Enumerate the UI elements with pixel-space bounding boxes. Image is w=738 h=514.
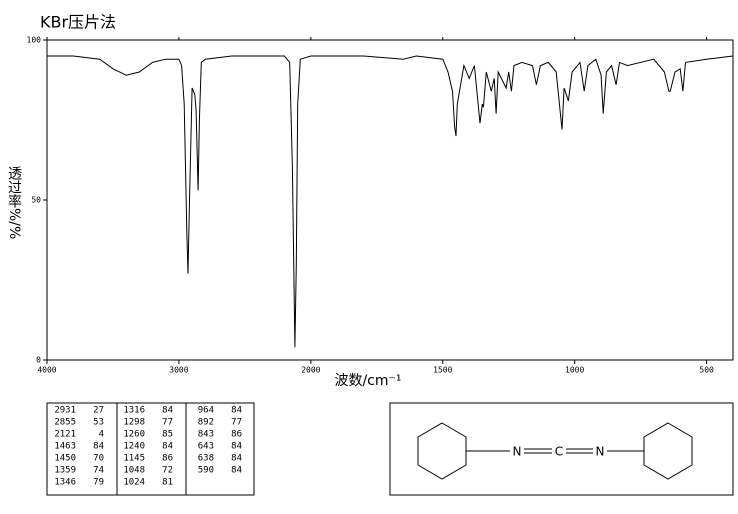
peak-transmittance: 53 — [93, 418, 104, 428]
peak-transmittance: 4 — [99, 430, 104, 440]
peak-wavenumber: 2121 — [54, 430, 76, 440]
peak-wavenumber: 843 — [198, 430, 214, 440]
peak-wavenumber: 1463 — [54, 442, 76, 452]
peak-wavenumber: 590 — [198, 466, 214, 476]
peak-transmittance: 84 — [231, 406, 242, 416]
peak-transmittance: 27 — [93, 406, 104, 416]
x-tick-label: 4000 — [37, 366, 56, 375]
peak-wavenumber: 1316 — [123, 406, 145, 416]
peak-transmittance: 86 — [162, 454, 173, 464]
x-tick-label: 1000 — [565, 366, 584, 375]
structure-frame — [389, 402, 734, 496]
structure-drawing — [417, 422, 693, 480]
plot-frame — [46, 39, 734, 361]
y-tick-label: 50 — [31, 196, 41, 205]
peak-wavenumber: 643 — [198, 442, 214, 452]
peak-wavenumber: 2931 — [54, 406, 76, 416]
peak-wavenumber: 1260 — [123, 430, 145, 440]
atom-label: N — [513, 445, 522, 459]
peak-wavenumber: 2855 — [54, 418, 76, 428]
peak-transmittance: 84 — [231, 466, 242, 476]
peak-transmittance: 79 — [93, 478, 104, 488]
peak-transmittance: 72 — [162, 466, 173, 476]
cyclohexane-ring — [417, 422, 467, 480]
peak-transmittance: 81 — [162, 478, 173, 488]
atom-label: C — [555, 445, 563, 459]
x-tick-label: 500 — [699, 366, 714, 375]
peak-transmittance: 84 — [93, 442, 104, 452]
peak-wavenumber: 1048 — [123, 466, 145, 476]
x-axis-label: 波数/cm⁻¹ — [334, 373, 401, 389]
atom-label: N — [596, 445, 605, 459]
peak-transmittance: 84 — [231, 442, 242, 452]
peak-transmittance: 77 — [231, 418, 242, 428]
peak-transmittance: 85 — [162, 430, 173, 440]
peak-wavenumber: 964 — [198, 406, 214, 416]
y-tick-label: 100 — [27, 36, 42, 45]
peak-transmittance: 84 — [231, 454, 242, 464]
peak-wavenumber: 1359 — [54, 466, 76, 476]
x-tick-label: 2000 — [301, 366, 320, 375]
y-axis-label: 透过率%/% — [6, 166, 22, 239]
peak-transmittance: 84 — [162, 442, 173, 452]
peak-transmittance: 70 — [93, 454, 104, 464]
peak-transmittance: 84 — [162, 406, 173, 416]
spectrum-line — [47, 55, 734, 348]
peak-transmittance: 86 — [231, 430, 242, 440]
peak-wavenumber: 892 — [198, 418, 214, 428]
x-tick-label: 3000 — [169, 366, 188, 375]
peak-wavenumber: 638 — [198, 454, 214, 464]
peak-wavenumber: 1450 — [54, 454, 76, 464]
x-tick-label: 1500 — [433, 366, 452, 375]
peak-table-frame — [46, 402, 255, 496]
peak-wavenumber: 1024 — [123, 478, 145, 488]
peak-wavenumber: 1145 — [123, 454, 145, 464]
peak-wavenumber: 1298 — [123, 418, 145, 428]
peak-wavenumber: 1240 — [123, 442, 145, 452]
y-tick-label: 0 — [36, 356, 41, 365]
chart-title: KBr压片法 — [40, 13, 116, 32]
peak-transmittance: 77 — [162, 418, 173, 428]
peak-transmittance: 74 — [93, 466, 104, 476]
peak-wavenumber: 1346 — [54, 478, 76, 488]
cyclohexane-ring — [643, 422, 693, 480]
